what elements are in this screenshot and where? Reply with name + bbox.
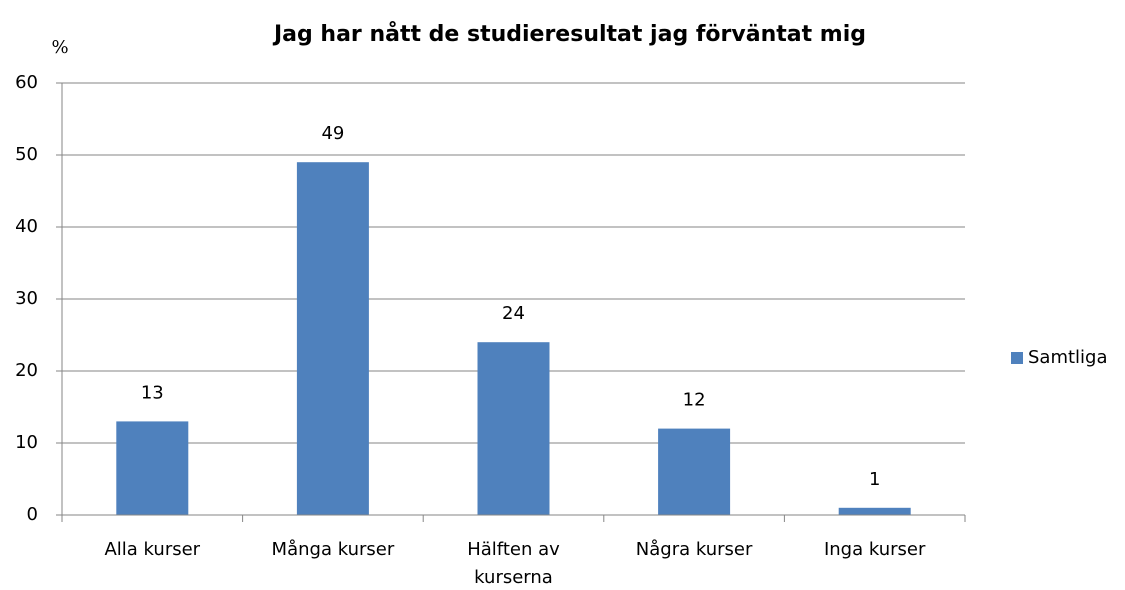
legend-swatch bbox=[1011, 352, 1023, 364]
bar bbox=[658, 428, 731, 515]
y-tick-label: 60 bbox=[15, 72, 38, 93]
y-tick-label: 10 bbox=[15, 432, 38, 453]
legend-label: Samtliga bbox=[1028, 347, 1108, 368]
data-label: 12 bbox=[683, 390, 706, 411]
y-tick-label: 20 bbox=[15, 360, 38, 381]
x-tick-label: Många kurser bbox=[271, 539, 395, 560]
x-tick-label: Några kurser bbox=[635, 539, 753, 560]
x-tick-label: Hälften av kurserna bbox=[467, 539, 560, 588]
y-tick-label: 30 bbox=[15, 288, 38, 309]
data-label: 49 bbox=[321, 123, 344, 144]
data-label: 13 bbox=[141, 382, 164, 403]
bar bbox=[477, 342, 550, 515]
bar bbox=[116, 421, 189, 515]
data-label: 1 bbox=[869, 469, 880, 490]
y-axis-label: % bbox=[51, 37, 68, 58]
bar bbox=[296, 162, 369, 515]
bar bbox=[838, 507, 911, 515]
y-tick-label: 40 bbox=[15, 216, 38, 237]
data-label: 24 bbox=[502, 303, 525, 324]
y-tick-label: 0 bbox=[27, 504, 38, 525]
x-tick-label: Inga kurser bbox=[823, 539, 926, 560]
chart-title: Jag har nått de studieresultat jag förvä… bbox=[272, 21, 866, 47]
x-tick-label: Alla kurser bbox=[104, 539, 201, 560]
y-tick-label: 50 bbox=[15, 144, 38, 165]
